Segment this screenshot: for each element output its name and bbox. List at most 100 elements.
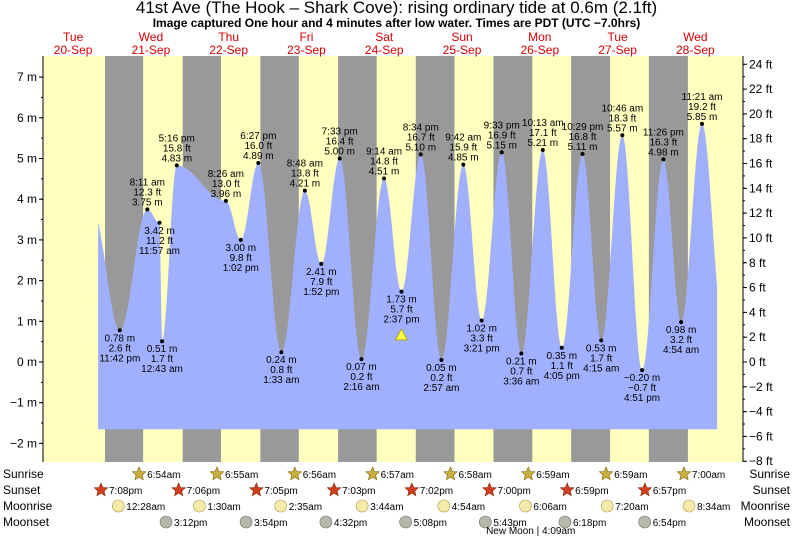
tide-point xyxy=(145,207,150,212)
tide-label: 8:34 pm xyxy=(403,122,439,133)
tide-label: 3.42 m xyxy=(144,226,175,237)
moonrise-time: 4:54am xyxy=(452,502,485,513)
astro-row-label-left: Sunrise xyxy=(3,467,44,481)
axes: 7 m 6 m 5 m 4 m 3 m 2 m 1 m 0 m −1 m −2 m 24 ft 22 … xyxy=(10,56,773,468)
tide-label: 0.21 m xyxy=(506,356,537,367)
tide-label: 3.3 ft xyxy=(471,333,493,344)
tide-point xyxy=(279,350,284,355)
left-tick-label: −1 m xyxy=(10,396,37,410)
tide-label: 11:26 pm xyxy=(643,127,684,138)
tide-label: 3.96 m xyxy=(211,189,242,200)
tide-label: 8:11 am xyxy=(130,177,165,188)
tide-label: 11:21 am xyxy=(682,92,723,103)
sunset-icon xyxy=(93,482,109,497)
sunrise-icon xyxy=(209,466,225,481)
tide-label: 9:14 am xyxy=(366,146,402,157)
moonrise-icon xyxy=(355,499,369,513)
sunset-icon xyxy=(326,482,342,497)
tide-label: 4:51 pm xyxy=(624,393,660,404)
tide-point xyxy=(359,357,364,362)
tide-label: 11:57 am xyxy=(139,246,180,257)
sunset-icon xyxy=(248,482,264,497)
tide-label: 0.24 m xyxy=(266,355,297,366)
tide-label: 4.51 m xyxy=(369,166,400,177)
sunrise-icon xyxy=(443,466,458,481)
tide-label: 7.9 ft xyxy=(310,277,332,288)
tide-label: 0.35 m xyxy=(546,351,577,362)
left-tick-label: 4 m xyxy=(17,192,37,206)
tide-point xyxy=(174,163,179,168)
tide-label: 0.2 ft xyxy=(350,372,372,383)
moonrise-icon xyxy=(274,499,287,513)
date-label: 22-Sep xyxy=(209,43,248,57)
sunrise-icon xyxy=(365,466,381,481)
tide-label: 5.11 m xyxy=(568,142,598,153)
right-tick-label: 6 ft xyxy=(749,281,766,295)
date-label: 26-Sep xyxy=(520,43,559,57)
tide-point xyxy=(661,157,666,162)
tide-label: 0.8 ft xyxy=(270,365,292,376)
tide-point xyxy=(439,357,444,362)
tide-label: 1.7 ft xyxy=(151,354,173,365)
date-label: 21-Sep xyxy=(132,43,171,57)
tide-label: 7:33 pm xyxy=(322,127,358,138)
tide-label: 15.8 ft xyxy=(163,143,191,154)
tide-label: −0.20 m xyxy=(624,373,660,384)
tide-label: 11.2 ft xyxy=(146,236,173,247)
tide-label: 4.98 m xyxy=(648,147,679,158)
tide-label: 3:36 am xyxy=(503,376,539,387)
sunset-time: 7:00pm xyxy=(497,486,530,497)
tide-label: 0.98 m xyxy=(666,325,697,336)
tide-label: 13.0 ft xyxy=(212,179,240,190)
moonrise-icon xyxy=(112,499,125,513)
tide-label: 4:54 am xyxy=(663,345,699,356)
sunset-time: 7:08pm xyxy=(109,486,142,497)
astro-row-label-left: Moonset xyxy=(3,515,50,529)
tide-label: 5.15 m xyxy=(486,140,517,151)
day-labels: Tue20-SepWed21-SepThu22-SepFri23-SepSat2… xyxy=(54,30,715,57)
tide-label: 10:29 pm xyxy=(562,122,604,133)
tide-point xyxy=(580,152,585,157)
moonset-icon xyxy=(239,515,253,529)
moonset-time: 4:32pm xyxy=(334,518,367,529)
tide-label: 3.75 m xyxy=(132,197,163,208)
sunrise-icon xyxy=(520,466,536,481)
tide-label: 4.85 m xyxy=(448,153,479,164)
tide-label: 1:33 am xyxy=(263,375,299,386)
tide-point xyxy=(599,338,604,343)
tide-label: 0.53 m xyxy=(586,343,617,354)
tide-label: 1.02 m xyxy=(466,323,497,334)
tide-label: 2.6 ft xyxy=(109,343,131,354)
right-tick-label: 8 ft xyxy=(749,256,766,270)
right-tick-label: 12 ft xyxy=(749,206,773,220)
date-label: 27-Sep xyxy=(598,43,637,57)
astro-row-label-right: Moonrise xyxy=(741,499,791,513)
sunset-time: 7:05pm xyxy=(264,486,297,497)
day-of-week-label: Fri xyxy=(299,30,313,44)
tide-label: 1:02 pm xyxy=(223,263,259,274)
astro-row-label-right: Moonset xyxy=(744,515,791,529)
sunrise-time: 7:00am xyxy=(692,470,725,481)
moonrise-icon xyxy=(600,499,614,513)
tide-label: 1.73 m xyxy=(386,295,417,306)
tide-point xyxy=(223,198,228,203)
tide-label: 0.78 m xyxy=(105,333,136,344)
day-of-week-label: Wed xyxy=(139,30,163,44)
right-tick-label: 10 ft xyxy=(749,231,773,245)
tide-label: 5:16 pm xyxy=(159,133,195,144)
tide-label: 3.00 m xyxy=(225,243,256,254)
sunset-icon xyxy=(482,482,497,497)
tide-point xyxy=(157,220,162,225)
tide-label: 2:16 am xyxy=(343,382,379,393)
sunrise-time: 6:57am xyxy=(381,470,414,481)
day-of-week-label: Tue xyxy=(607,30,628,44)
tide-label: 5.85 m xyxy=(687,112,718,123)
day-of-week-label: Mon xyxy=(528,30,551,44)
day-of-week-label: Thu xyxy=(218,30,239,44)
tide-point xyxy=(679,320,684,325)
left-tick-label: 6 m xyxy=(17,111,37,125)
sunrise-time: 6:59am xyxy=(614,470,647,481)
tide-label: 13.8 ft xyxy=(291,169,319,180)
tide-label: 0.2 ft xyxy=(430,373,452,384)
tide-label: 4.89 m xyxy=(243,151,274,162)
